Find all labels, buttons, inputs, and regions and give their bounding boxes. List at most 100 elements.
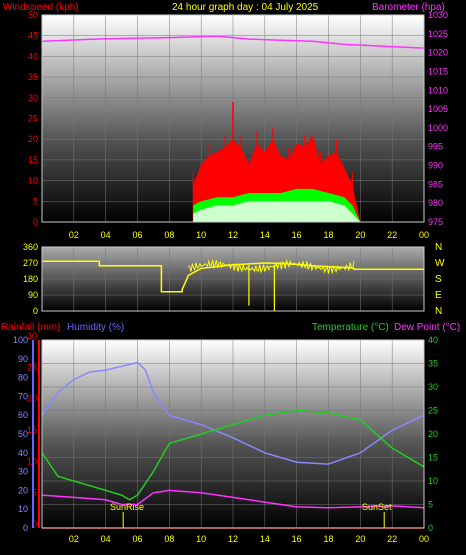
humidity-tick-label: 30 xyxy=(18,467,28,477)
x-tick-label-temp: 08 xyxy=(164,534,174,544)
rain-tick-label: 20 xyxy=(27,394,37,404)
x-tick-label-wind: 16 xyxy=(292,230,302,240)
barometer-tick-label: 980 xyxy=(428,198,443,208)
barometer-tick-label: 985 xyxy=(428,179,443,189)
humidity-tick-label: 10 xyxy=(18,504,28,514)
compass-e: E xyxy=(435,290,442,301)
temp-tick-label: 15 xyxy=(428,453,438,463)
barometer-tick-label: 1015 xyxy=(428,66,448,76)
compass-s: S xyxy=(435,274,442,285)
x-tick-label-wind: 00 xyxy=(419,230,429,240)
wind-tick-label: 5 xyxy=(33,196,38,206)
humidity-tick-label: 90 xyxy=(18,354,28,364)
humidity-label: Humidity (%) xyxy=(67,322,124,333)
x-tick-label-temp: 02 xyxy=(69,534,79,544)
wind-tick-label: 45 xyxy=(28,31,38,41)
x-tick-label-wind: 06 xyxy=(132,230,142,240)
x-tick-label-temp: 22 xyxy=(387,534,397,544)
humidity-tick-label: 70 xyxy=(18,391,28,401)
barometer-label: Barometer (hpa) xyxy=(372,2,445,13)
temperature-label: Temperature (°C) xyxy=(312,322,389,333)
wind-tick-label: 25 xyxy=(28,114,38,124)
wind-tick-label: 30 xyxy=(28,93,38,103)
temp-tick-label: 5 xyxy=(428,500,433,510)
humidity-tick-label: 20 xyxy=(18,485,28,495)
barometer-tick-label: 1020 xyxy=(428,48,448,58)
barometer-tick-label: 1025 xyxy=(428,29,448,39)
rain-tick-label: 25 xyxy=(27,362,37,372)
temperature-line xyxy=(41,409,425,501)
direction-tick-label: 180 xyxy=(23,274,38,284)
rain-tick-label: 10 xyxy=(27,456,37,466)
rain-tick-label: 0 xyxy=(32,519,37,529)
x-tick-label-temp: 10 xyxy=(196,534,206,544)
direction-tick-label: 270 xyxy=(23,258,38,268)
x-tick-label-temp: 00 xyxy=(419,534,429,544)
direction-tick-label: 360 xyxy=(23,242,38,252)
dewpoint-label: Dew Point (°C) xyxy=(394,322,460,333)
x-tick-label-wind: 18 xyxy=(323,230,333,240)
rain-tick-label: 30 xyxy=(27,331,37,341)
x-tick-label-wind: 02 xyxy=(69,230,79,240)
temp-tick-label: 20 xyxy=(428,429,438,439)
temp-tick-label: 10 xyxy=(428,476,438,486)
sunset-label: SunSet xyxy=(362,502,392,512)
compass-n-top: N xyxy=(435,242,442,253)
x-tick-label-temp: 12 xyxy=(228,534,238,544)
direction-tick-label: 90 xyxy=(28,290,38,300)
x-tick-label-wind: 14 xyxy=(260,230,270,240)
x-tick-label-wind: 04 xyxy=(101,230,111,240)
barometer-tick-label: 990 xyxy=(428,161,443,171)
chart-title: 24 hour graph day : 04 July 2025 xyxy=(172,2,319,13)
x-tick-label-temp: 04 xyxy=(101,534,111,544)
barometer-tick-label: 995 xyxy=(428,142,443,152)
humidity-tick-label: 40 xyxy=(18,448,28,458)
rain-tick-label: 15 xyxy=(27,425,37,435)
humidity-tick-label: 0 xyxy=(23,523,28,533)
direction-tick-label: 0 xyxy=(33,306,38,316)
dewpoint-line xyxy=(41,489,425,509)
barometer-line xyxy=(41,35,425,49)
humidity-tick-label: 80 xyxy=(18,373,28,383)
wind-tick-label: 35 xyxy=(28,72,38,82)
rain-tick-label: 5 xyxy=(32,488,37,498)
x-tick-label-temp: 06 xyxy=(132,534,142,544)
barometer-tick-label: 975 xyxy=(428,217,443,227)
x-tick-label-temp: 16 xyxy=(292,534,302,544)
sunrise-label: SunRise xyxy=(110,502,144,512)
x-tick-label-wind: 22 xyxy=(387,230,397,240)
wind-tick-label: 40 xyxy=(28,51,38,61)
x-tick-label-wind: 08 xyxy=(164,230,174,240)
humidity-tick-label: 100 xyxy=(13,335,28,345)
humidity-tick-label: 60 xyxy=(18,410,28,420)
barometer-tick-label: 1010 xyxy=(428,85,448,95)
x-tick-label-temp: 18 xyxy=(323,534,333,544)
panel-wind-frame xyxy=(41,14,425,223)
temp-tick-label: 35 xyxy=(428,359,438,369)
wind-low-area xyxy=(193,201,361,222)
temp-tick-label: 0 xyxy=(428,523,433,533)
wind-tick-label: 15 xyxy=(28,155,38,165)
compass-n-bottom: N xyxy=(435,306,442,317)
temp-tick-label: 25 xyxy=(428,406,438,416)
barometer-tick-label: 1005 xyxy=(428,104,448,114)
x-tick-label-temp: 14 xyxy=(260,534,270,544)
panel-temp-frame xyxy=(41,339,425,529)
x-tick-label-temp: 20 xyxy=(355,534,365,544)
x-tick-label-wind: 10 xyxy=(196,230,206,240)
windspeed-label: Windspeed (kph) xyxy=(3,2,79,13)
wind-direction-noise xyxy=(188,258,355,274)
wind-tick-label: 20 xyxy=(28,134,38,144)
wind-tick-label: 10 xyxy=(28,176,38,186)
wind-tick-label: 50 xyxy=(28,10,38,20)
compass-w: W xyxy=(435,258,445,269)
humidity-line xyxy=(41,361,425,465)
barometer-tick-label: 1000 xyxy=(428,123,448,133)
panel-direction-frame xyxy=(41,246,425,312)
x-tick-label-wind: 20 xyxy=(355,230,365,240)
wind-tick-label: 0 xyxy=(33,217,38,227)
rainfall-label: Rainfall (mm) xyxy=(1,322,60,333)
humidity-tick-label: 50 xyxy=(18,429,28,439)
temp-tick-label: 30 xyxy=(428,382,438,392)
